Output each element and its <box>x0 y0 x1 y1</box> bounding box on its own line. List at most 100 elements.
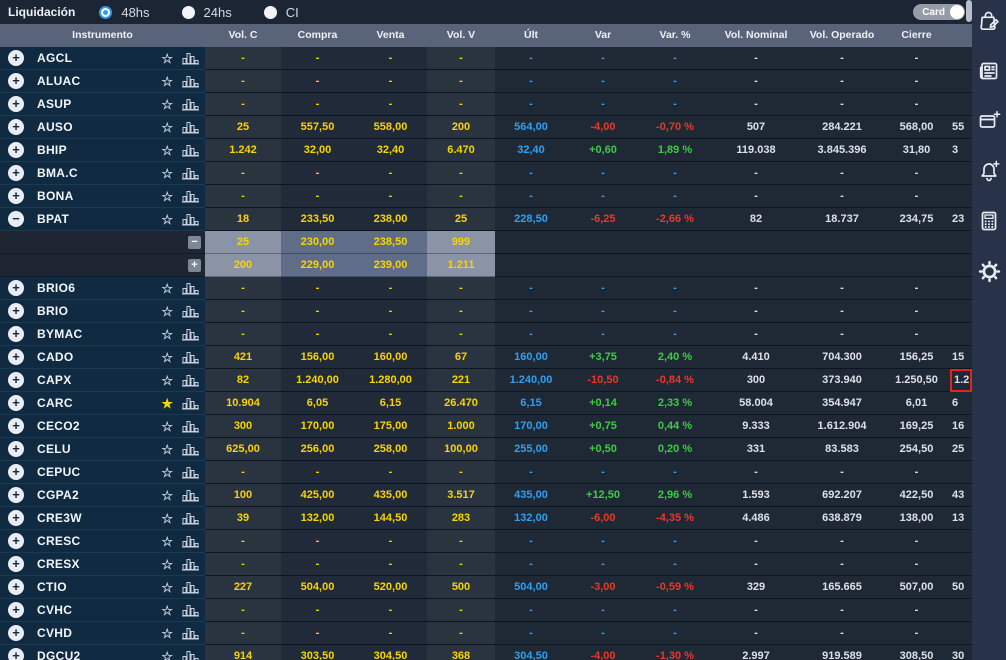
favorite-star-icon[interactable]: ☆ <box>161 119 173 135</box>
table-row[interactable]: + CRE3W ☆ 39 132,00 144,50 283 132,00 -6,00 -4,35… <box>0 507 972 530</box>
card-view-toggle[interactable]: Card <box>913 4 965 20</box>
chart-icon[interactable] <box>182 465 199 479</box>
table-row[interactable]: + ASUP ☆ - - - - - - - - - - <box>0 93 972 116</box>
chart-icon[interactable] <box>182 649 199 660</box>
favorite-star-icon[interactable]: ☆ <box>161 326 173 342</box>
chart-icon[interactable] <box>182 626 199 640</box>
add-alert-button[interactable] <box>977 159 1001 183</box>
chart-icon[interactable] <box>182 97 199 111</box>
expand-row-button[interactable]: + <box>8 280 24 296</box>
expand-row-button[interactable]: + <box>8 579 24 595</box>
expand-row-button[interactable]: + <box>8 533 24 549</box>
table-row[interactable]: + CVHC ☆ - - - - - - - - - - <box>0 599 972 622</box>
chart-icon[interactable] <box>182 350 199 364</box>
chart-icon[interactable] <box>182 304 199 318</box>
expand-row-button[interactable]: + <box>8 188 24 204</box>
chart-icon[interactable] <box>182 189 199 203</box>
expand-row-button[interactable]: + <box>8 625 24 641</box>
chart-icon[interactable] <box>182 534 199 548</box>
chart-icon[interactable] <box>182 511 199 525</box>
favorite-star-icon[interactable]: ☆ <box>161 441 173 457</box>
chart-icon[interactable] <box>182 419 199 433</box>
expand-row-button[interactable]: + <box>8 602 24 618</box>
settlement-option-ci[interactable]: CI <box>263 5 299 20</box>
expand-row-button[interactable]: + <box>8 142 24 158</box>
chart-icon[interactable] <box>182 143 199 157</box>
expand-row-button[interactable]: + <box>8 648 24 660</box>
table-row[interactable]: + CAPX ☆ 82 1.240,00 1.280,00 221 1.240,00 -10,5… <box>0 369 972 392</box>
chart-icon[interactable] <box>182 580 199 594</box>
chart-icon[interactable] <box>182 120 199 134</box>
chart-icon[interactable] <box>182 327 199 341</box>
favorite-star-icon[interactable]: ☆ <box>161 510 173 526</box>
table-row[interactable]: + BONA ☆ - - - - - - - - - - <box>0 185 972 208</box>
expand-row-button[interactable]: + <box>8 303 24 319</box>
expand-row-button[interactable]: + <box>8 349 24 365</box>
favorite-star-icon[interactable]: ☆ <box>161 372 173 388</box>
expand-row-button[interactable]: + <box>8 96 24 112</box>
chart-icon[interactable] <box>182 603 199 617</box>
favorite-star-icon[interactable]: ☆ <box>161 418 173 434</box>
chart-icon[interactable] <box>182 396 199 410</box>
expand-row-button[interactable]: + <box>8 326 24 342</box>
expand-row-button[interactable]: + <box>8 556 24 572</box>
table-row[interactable]: + CARC ★ 10.904 6,05 6,15 26.470 6,15 +0,14 2,33 … <box>0 392 972 415</box>
table-row[interactable]: + CTIO ☆ 227 504,00 520,00 500 504,00 -3,00 -0,59… <box>0 576 972 599</box>
favorite-star-icon[interactable]: ☆ <box>161 73 173 89</box>
table-row[interactable]: + ALUAC ☆ - - - - - - - - - - <box>0 70 972 93</box>
favorite-star-icon[interactable]: ☆ <box>161 625 173 641</box>
table-row[interactable]: + CEPUC ☆ - - - - - - - - - - <box>0 461 972 484</box>
settlement-option-48hs[interactable]: 48hs <box>99 5 150 20</box>
table-row[interactable]: + BMA.C ☆ - - - - - - - - - - <box>0 162 972 185</box>
favorite-star-icon[interactable]: ☆ <box>161 142 173 158</box>
table-row[interactable]: + AUSO ☆ 25 557,50 558,00 200 564,00 -4,00 -0,70 … <box>0 116 972 139</box>
chart-icon[interactable] <box>182 74 199 88</box>
expand-row-button[interactable]: + <box>8 464 24 480</box>
chart-icon[interactable] <box>182 488 199 502</box>
chart-icon[interactable] <box>182 557 199 571</box>
table-row[interactable]: + AGCL ☆ - - - - - - - - - - <box>0 47 972 70</box>
chart-icon[interactable] <box>182 281 199 295</box>
favorite-star-icon[interactable]: ☆ <box>161 50 173 66</box>
expand-row-button[interactable]: + <box>8 487 24 503</box>
expand-row-button[interactable]: + <box>8 119 24 135</box>
chart-icon[interactable] <box>182 51 199 65</box>
expand-row-button[interactable]: + <box>8 510 24 526</box>
depth-add-button[interactable]: + <box>188 258 201 272</box>
favorite-star-icon[interactable]: ☆ <box>161 464 173 480</box>
table-row[interactable]: + CECO2 ☆ 300 170,00 175,00 1.000 170,00 +0,75 0,… <box>0 415 972 438</box>
radio-ci-icon[interactable] <box>263 5 277 19</box>
favorite-star-icon[interactable]: ☆ <box>161 648 173 660</box>
chart-icon[interactable] <box>182 212 199 226</box>
table-row[interactable]: + BRIO ☆ - - - - - - - - - - <box>0 300 972 323</box>
favorite-star-icon[interactable]: ☆ <box>161 602 173 618</box>
favorite-star-icon[interactable]: ☆ <box>161 533 173 549</box>
calculator-button[interactable] <box>977 209 1001 233</box>
table-row[interactable]: + CRESX ☆ - - - - - - - - - - <box>0 553 972 576</box>
radio-24hs-icon[interactable] <box>181 5 195 19</box>
favorite-star-icon[interactable]: ☆ <box>161 211 173 227</box>
table-row[interactable]: + CADO ☆ 421 156,00 160,00 67 160,00 +3,75 2,40 %… <box>0 346 972 369</box>
favorite-star-icon[interactable]: ★ <box>161 395 173 411</box>
table-row[interactable]: − BPAT ☆ 18 233,50 238,00 25 228,50 -6,25 -2,66 %… <box>0 208 972 231</box>
table-row[interactable]: + CGPA2 ☆ 100 425,00 435,00 3.517 435,00 +12,50 2… <box>0 484 972 507</box>
favorite-star-icon[interactable]: ☆ <box>161 556 173 572</box>
favorite-star-icon[interactable]: ☆ <box>161 349 173 365</box>
favorite-star-icon[interactable]: ☆ <box>161 487 173 503</box>
chart-icon[interactable] <box>182 442 199 456</box>
chart-icon[interactable] <box>182 166 199 180</box>
favorite-star-icon[interactable]: ☆ <box>161 165 173 181</box>
news-button[interactable] <box>977 59 1001 83</box>
portfolio-edit-button[interactable] <box>977 9 1001 33</box>
vertical-scrollbar-thumb[interactable] <box>966 0 972 22</box>
favorite-star-icon[interactable]: ☆ <box>161 280 173 296</box>
expand-row-button[interactable]: + <box>8 165 24 181</box>
chart-icon[interactable] <box>182 373 199 387</box>
settlement-option-24hs[interactable]: 24hs <box>181 5 232 20</box>
favorite-star-icon[interactable]: ☆ <box>161 96 173 112</box>
settings-button[interactable] <box>977 259 1001 283</box>
table-row[interactable]: + BRIO6 ☆ - - - - - - - - - - <box>0 277 972 300</box>
table-row[interactable]: + CRESC ☆ - - - - - - - - - - <box>0 530 972 553</box>
radio-48hs-icon[interactable] <box>99 5 113 19</box>
expand-row-button[interactable]: + <box>8 73 24 89</box>
